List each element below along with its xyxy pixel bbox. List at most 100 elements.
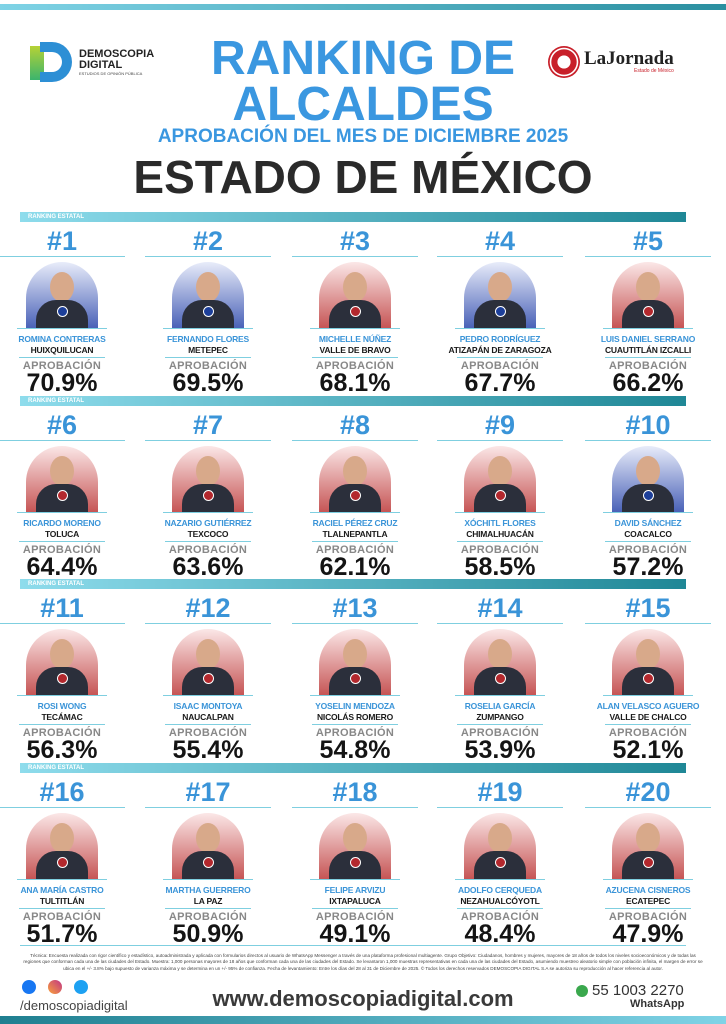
rank-number: #7 [192,410,224,440]
party-logo-icon [57,673,68,684]
rank-number: #13 [332,593,378,623]
municipality: NEZAHUALCÓYOTL [460,896,540,906]
social-handle[interactable]: /demoscopiadigital [20,998,128,1013]
approval-value: 53.9% [464,736,536,764]
divider [310,512,400,513]
party-logo-icon [57,490,68,501]
party-logo-icon [350,306,361,317]
divider [292,256,418,257]
website-link[interactable]: www.demoscopiadigital.com [212,986,514,1011]
mayor-name: ROSELIA GARCÍA [464,701,536,711]
divider [310,879,400,880]
mayor-photo [172,446,244,512]
divider [603,879,693,880]
mayor-photo [172,813,244,879]
mayor-name: LUIS DANIEL SERRANO [600,334,696,344]
rank-number: #17 [185,777,231,807]
mayor-name: XÓCHITL FLORES [464,518,536,528]
mayor-photo [172,262,244,328]
rank-number: #14 [477,593,523,623]
approval-label: APROBACIÓN [22,911,102,923]
whatsapp-contact[interactable]: 55 1003 2270 [576,982,684,999]
divider [437,623,563,624]
facebook-icon[interactable] [22,980,36,994]
approval-value: 49.1% [319,920,391,948]
divider [605,357,691,358]
la-jornada-logo: LaJornada Estado de México [548,46,674,78]
divider [457,908,543,909]
mayor-photo [612,813,684,879]
approval-label: APROBACIÓN [168,911,248,923]
rank-number: #3 [339,226,371,256]
divider [437,440,563,441]
approval-label: APROBACIÓN [460,911,540,923]
divider [603,328,693,329]
party-logo-icon [495,857,506,868]
demoscopia-mark-icon [30,42,74,82]
party-logo-icon [57,857,68,868]
mayor-name: YOSELIN MENDOZA [315,701,395,711]
divider [0,807,125,808]
divider [19,724,105,725]
municipality: TOLUCA [44,529,80,539]
mayor-name: ADOLFO CERQUEDA [458,885,542,895]
party-logo-icon [350,857,361,868]
divider [163,695,253,696]
approval-value: 68.1% [319,369,391,397]
party-logo-icon [643,306,654,317]
mayor-name: ISAAC MONTOYA [173,701,243,711]
approval-value: 67.7% [464,369,536,397]
party-logo-icon [495,306,506,317]
region-title: ESTADO DE MÉXICO [133,151,593,203]
ranking-band: RANKING ESTATAL [20,212,686,222]
mayor-name: PEDRO RODRÍGUEZ [459,334,541,344]
mayor-photo [26,446,98,512]
rank-number: #9 [484,410,516,440]
approval-value: 48.4% [464,920,536,948]
approval-value: 70.9% [26,369,98,397]
ranking-band: RANKING ESTATAL [20,396,686,406]
municipality: HUIXQUILUCAN [30,345,94,355]
ranking-row: RANKING ESTATAL #1 ROMINA CONTRERAS HUIX… [0,212,711,397]
logo-text: DIGITAL [79,58,123,71]
divider [585,807,711,808]
twitter-icon[interactable] [74,980,88,994]
municipality: VALLE DE CHALCO [609,712,687,722]
approval-label: APROBACIÓN [168,544,248,556]
municipality: TECÁMAC [41,712,83,722]
approval-value: 58.5% [464,553,536,581]
mayor-photo [319,629,391,695]
divider [437,807,563,808]
approval-value: 69.5% [172,369,244,397]
approval-value: 56.3% [26,736,98,764]
mayor-photo [319,262,391,328]
municipality: TULTITLÁN [39,896,85,906]
divider [605,541,691,542]
title-line2: ALCALDES [232,78,494,131]
divider [165,357,251,358]
divider [455,695,545,696]
party-logo-icon [495,673,506,684]
approval-value: 54.8% [319,736,391,764]
approval-label: APROBACIÓN [168,360,248,372]
rank-number: #2 [192,226,224,256]
rank-number: #16 [39,777,85,807]
divider [17,695,107,696]
municipality: ATIZAPÁN DE ZARAGOZA [448,345,552,355]
mayor-name: ROMINA CONTRERAS [18,334,106,344]
party-logo-icon [203,673,214,684]
approval-value: 63.6% [172,553,244,581]
divider [605,908,691,909]
divider [585,440,711,441]
mayor-name: FERNANDO FLORES [166,334,249,344]
municipality: NAUCALPAN [182,712,234,722]
municipality: METEPEC [188,345,228,355]
logo-text: LaJornada [584,48,674,69]
approval-value: 51.7% [26,920,98,948]
divider [455,328,545,329]
mayor-photo [464,262,536,328]
party-logo-icon [350,673,361,684]
instagram-icon[interactable] [48,980,62,994]
subtitle: APROBACIÓN DEL MES DE DICIEMBRE 2025 [157,126,569,147]
municipality: ZUMPANGO [476,712,524,722]
